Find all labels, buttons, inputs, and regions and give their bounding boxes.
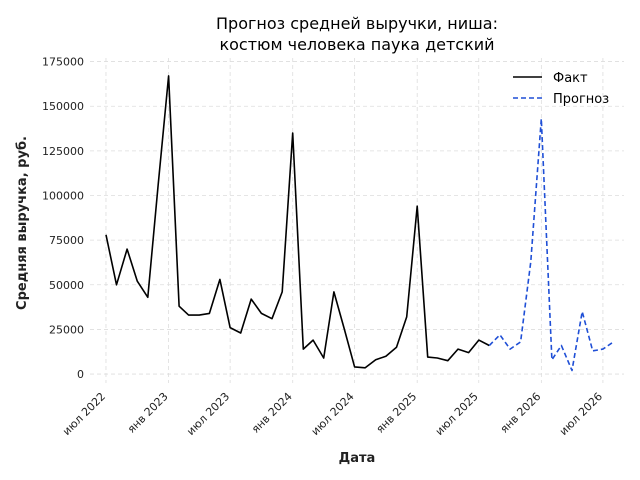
series-line-forecast (488, 117, 614, 372)
y-tick-label: 150000 (42, 100, 84, 113)
y-tick-label: 175000 (42, 56, 84, 69)
y-tick-label: 125000 (42, 145, 84, 158)
y-tick-label: 75000 (49, 234, 84, 247)
chart-title-line-1: Прогноз средней выручки, ниша: (216, 14, 498, 33)
series-line-fact (105, 75, 490, 369)
x-tick-label: янв 2023 (125, 390, 171, 436)
x-tick-label: июл 2022 (60, 390, 108, 438)
y-axis-ticks: 0 25000 50000 75000 100000 125000 150000 175000 (42, 56, 84, 382)
chart-title-line-2: костюм человека паука детский (219, 35, 494, 54)
y-tick-label: 100000 (42, 190, 84, 203)
x-tick-label: янв 2025 (374, 390, 420, 436)
x-tick-label: янв 2024 (249, 390, 295, 436)
x-axis-ticks: июл 2022 янв 2023 июл 2023 янв 2024 июл 2024… (60, 390, 605, 438)
x-tick-label: янв 2026 (498, 390, 544, 436)
legend-label-fact: Факт (553, 71, 588, 86)
y-tick-label: 25000 (49, 323, 84, 336)
y-tick-label: 0 (77, 368, 84, 381)
y-axis-label: Средняя выручка, руб. (15, 136, 30, 310)
x-axis-label: Дата (339, 451, 376, 466)
x-tick-label: июл 2026 (557, 390, 605, 438)
legend: Факт Прогноз (513, 71, 609, 107)
x-tick-label: июл 2023 (184, 390, 232, 438)
x-tick-label: июл 2025 (433, 390, 481, 438)
legend-label-forecast: Прогноз (553, 92, 609, 107)
y-tick-label: 50000 (49, 279, 84, 292)
x-tick-label: июл 2024 (309, 390, 357, 438)
series-layer (105, 75, 614, 372)
